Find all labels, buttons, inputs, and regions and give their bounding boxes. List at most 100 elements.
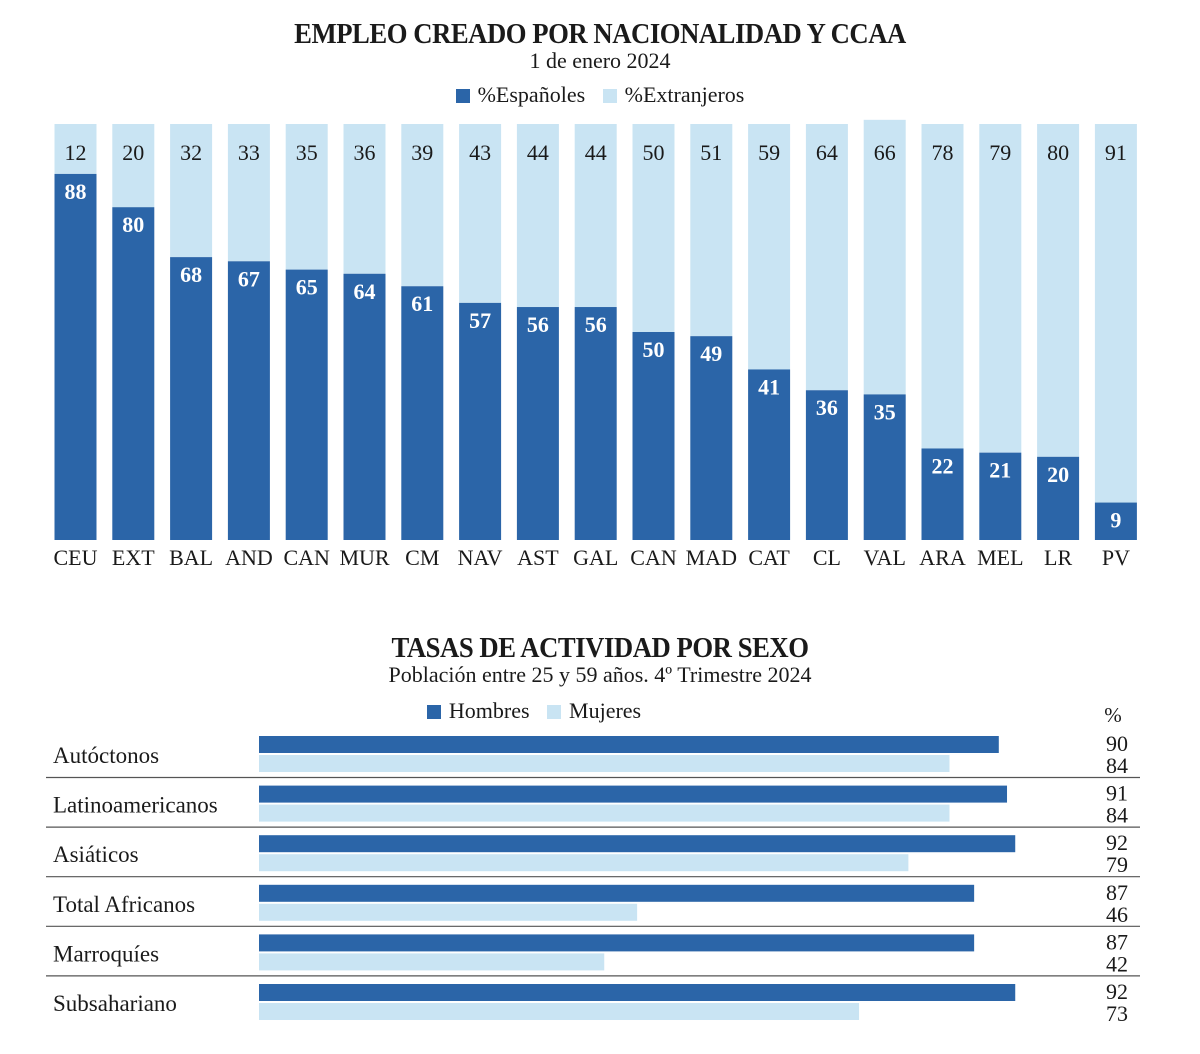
bar-extranjeros-1 — [112, 124, 155, 208]
label-extranjeros-15: 78 — [932, 140, 954, 165]
row-label-4: Marroquíes — [53, 941, 159, 966]
label-extranjeros-13: 64 — [816, 140, 838, 165]
label-extranjeros-7: 43 — [469, 140, 491, 165]
value-hombres-2: 92 — [1106, 830, 1128, 855]
bar-extranjeros-5 — [343, 124, 386, 274]
bar-espanoles-0 — [54, 173, 97, 541]
value-mujeres-5: 73 — [1106, 1001, 1128, 1026]
category-label-18: PV — [1102, 545, 1130, 570]
bar-espanoles-10 — [632, 332, 675, 540]
label-extranjeros-2: 32 — [180, 140, 202, 165]
value-mujeres-2: 79 — [1106, 852, 1128, 877]
value-hombres-3: 87 — [1106, 880, 1128, 905]
value-hombres-0: 90 — [1106, 731, 1128, 756]
bar-extranjeros-6 — [401, 124, 444, 287]
category-label-9: GAL — [573, 545, 618, 570]
bar-hombres-5 — [259, 984, 1016, 1001]
legend-swatch-espanoles — [455, 89, 470, 103]
category-label-3: AND — [225, 545, 273, 570]
label-extranjeros-1: 20 — [122, 140, 144, 165]
chart2-subtitle: Población entre 25 y 59 años. 4º Trimest… — [388, 662, 812, 687]
bar-extranjeros-11 — [690, 124, 733, 337]
bar-extranjeros-15 — [921, 124, 964, 449]
label-extranjeros-14: 66 — [874, 140, 896, 165]
category-label-17: LR — [1044, 545, 1072, 570]
label-extranjeros-6: 39 — [411, 140, 433, 165]
value-hombres-5: 92 — [1106, 979, 1128, 1004]
label-espanoles-2: 68 — [180, 262, 202, 287]
category-label-11: MAD — [686, 545, 737, 570]
category-label-13: CL — [813, 545, 841, 570]
bar-mujeres-2 — [259, 854, 909, 872]
category-label-5: MUR — [339, 545, 389, 570]
label-espanoles-10: 50 — [643, 337, 665, 362]
label-espanoles-16: 21 — [989, 458, 1011, 483]
category-label-10: CAN — [630, 545, 677, 570]
bar-espanoles-15 — [921, 448, 964, 540]
chart1-subtitle: 1 de enero 2024 — [529, 48, 671, 73]
bar-espanoles-8 — [516, 307, 559, 540]
category-label-4: CAN — [283, 545, 330, 570]
bar-espanoles-3 — [227, 261, 270, 540]
value-hombres-1: 91 — [1106, 781, 1128, 806]
label-espanoles-13: 36 — [816, 395, 838, 420]
bar-extranjeros-8 — [516, 124, 559, 308]
bar-extranjeros-7 — [459, 124, 502, 303]
bar-mujeres-1 — [259, 804, 950, 822]
bar-extranjeros-18 — [1094, 124, 1137, 503]
bar-espanoles-9 — [574, 307, 617, 540]
bar-espanoles-16 — [979, 452, 1022, 540]
bar-mujeres-0 — [259, 755, 950, 772]
category-label-2: BAL — [169, 545, 213, 570]
label-espanoles-15: 22 — [932, 453, 954, 478]
legend-swatch-hombres — [426, 705, 441, 719]
row-label-1: Latinoamericanos — [53, 793, 218, 818]
category-label-8: AST — [517, 545, 559, 570]
bar-extranjeros-0 — [54, 124, 97, 174]
bar-espanoles-14 — [863, 394, 906, 540]
legend-label-espanoles: %Españoles — [477, 82, 586, 107]
bar-hombres-4 — [259, 934, 975, 952]
row-label-2: Asiáticos — [53, 842, 139, 867]
label-espanoles-17: 20 — [1047, 462, 1069, 487]
bar-extranjeros-4 — [285, 124, 328, 270]
category-label-6: CM — [405, 545, 439, 570]
category-label-0: CEU — [54, 545, 98, 570]
label-espanoles-6: 61 — [411, 291, 433, 316]
legend-label-hombres: Hombres — [448, 698, 530, 723]
label-espanoles-1: 80 — [122, 212, 144, 237]
bar-mujeres-5 — [259, 1003, 860, 1020]
legend-item-extranjeros: %Extranjeros — [602, 82, 744, 107]
label-extranjeros-12: 59 — [758, 140, 780, 165]
bar-mujeres-4 — [259, 953, 605, 971]
bar-espanoles-17 — [1037, 456, 1080, 540]
bar-hombres-1 — [259, 785, 1008, 803]
legend-item-mujeres: Mujeres — [547, 698, 641, 723]
bar-extranjeros-10 — [632, 124, 675, 332]
chart2-legend: Hombres Mujeres — [0, 698, 1134, 724]
value-mujeres-4: 42 — [1106, 951, 1128, 976]
label-extranjeros-3: 33 — [238, 140, 260, 165]
value-mujeres-0: 84 — [1106, 753, 1128, 778]
label-espanoles-3: 67 — [238, 266, 260, 291]
bar-hombres-0 — [259, 736, 999, 753]
legend-label-mujeres: Mujeres — [569, 698, 642, 723]
label-extranjeros-10: 50 — [643, 140, 665, 165]
label-extranjeros-4: 35 — [296, 140, 318, 165]
bar-extranjeros-3 — [227, 124, 270, 262]
value-hombres-4: 87 — [1106, 929, 1128, 954]
category-label-15: ARA — [919, 545, 966, 570]
label-espanoles-11: 49 — [700, 341, 722, 366]
label-espanoles-12: 41 — [758, 374, 780, 399]
bar-extranjeros-9 — [574, 124, 617, 308]
label-espanoles-18: 9 — [1110, 508, 1121, 533]
category-label-16: MEL — [977, 545, 1023, 570]
bar-espanoles-7 — [459, 302, 502, 540]
label-espanoles-7: 57 — [469, 308, 491, 333]
label-extranjeros-9: 44 — [585, 140, 607, 165]
label-espanoles-5: 64 — [354, 279, 376, 304]
legend-item-espanoles: %Españoles — [455, 82, 586, 107]
bar-espanoles-2 — [170, 257, 213, 540]
label-extranjeros-17: 80 — [1047, 140, 1069, 165]
label-extranjeros-11: 51 — [700, 140, 722, 165]
